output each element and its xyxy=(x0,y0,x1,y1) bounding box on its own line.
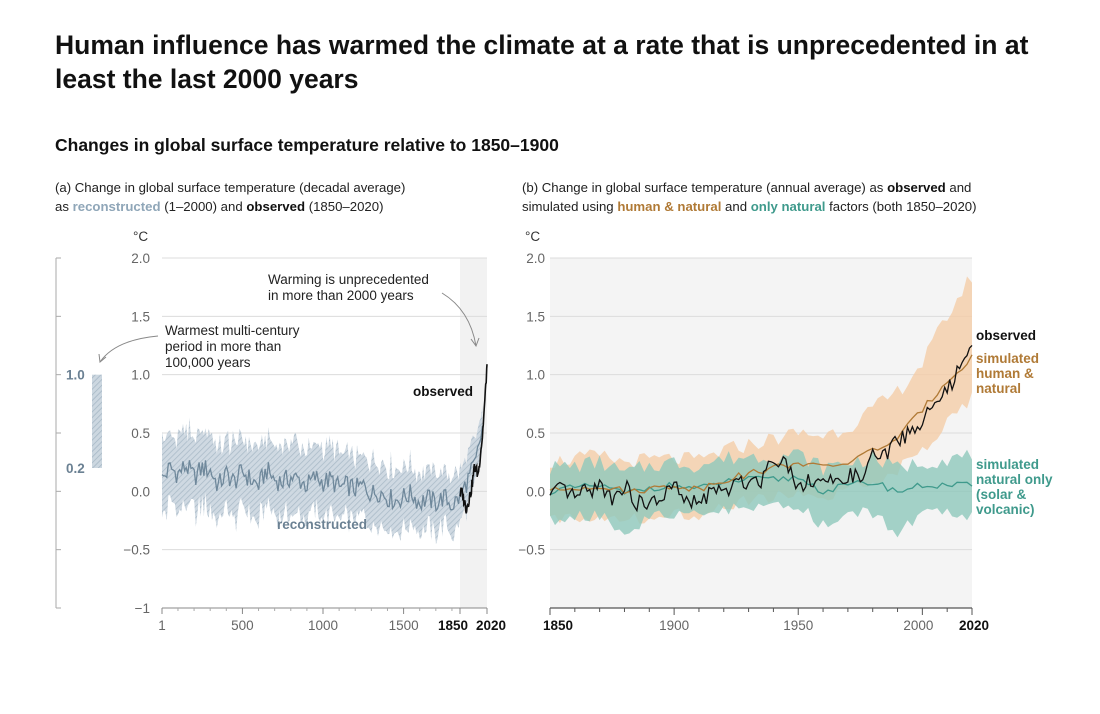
panel-b-desc-and: and xyxy=(949,180,972,195)
panel-b-description: (b) Change in global surface temperature… xyxy=(522,178,1062,216)
panel-b-desc-and2: and xyxy=(725,199,748,214)
human-natural-uncertainty-band xyxy=(550,276,972,524)
panel-a-side-label-top: 1.0 xyxy=(66,368,85,383)
annotation-warmest-arrow xyxy=(99,335,159,363)
panel-a-label-observed: observed xyxy=(413,384,473,399)
panel-a-y-tick-label: 1.5 xyxy=(131,309,150,324)
panel-a-y-tick-label: 1.0 xyxy=(131,368,150,383)
panel-b-y-tick-label: 2.0 xyxy=(526,251,545,266)
panel-b-x-ticks: 1850 1900 1950 2000 2020 xyxy=(543,607,989,633)
panel-b-label-human-2: human & xyxy=(976,366,1034,381)
panel-a-gridlines xyxy=(162,257,487,609)
panel-a-y-ticks: −1 −0.5 0.0 0.5 1.0 1.5 2.0 xyxy=(123,251,150,616)
panel-a-unit: °C xyxy=(133,229,148,244)
panel-b-x-tick-label: 2000 xyxy=(903,618,933,633)
reconstructed-line xyxy=(161,425,484,513)
annotation-warmest-line2: period in more than xyxy=(165,339,281,354)
panel-a-desc-end: (1850–2020) xyxy=(308,199,384,214)
panel-a-side-label-bottom: 0.2 xyxy=(66,461,85,476)
annotation-warmest-line3: 100,000 years xyxy=(165,355,251,370)
panel-a-y-tick-label: 0.0 xyxy=(131,484,150,499)
chart-title: Human influence has warmed the climate a… xyxy=(55,30,1029,94)
panel-b-y-tick-label: 0.5 xyxy=(526,426,545,441)
panel-a-desc-as: as xyxy=(55,199,69,214)
panel-b-x-tick-label: 1850 xyxy=(543,618,573,633)
panel-b-y-ticks: −0.5 0.0 0.5 1.0 1.5 2.0 xyxy=(518,251,545,558)
panel-b-series xyxy=(549,276,973,538)
panel-a-desc-mid: (1–2000) and xyxy=(164,199,243,214)
annotation-warmest-arrowhead xyxy=(98,353,107,363)
panel-b-x-tick-label: 2020 xyxy=(959,618,989,633)
panel-a-y-tick-label: 0.5 xyxy=(131,426,150,441)
panel-b-label-natural-2: natural only xyxy=(976,472,1053,487)
panel-b-unit: °C xyxy=(525,229,540,244)
annotation-warmest-line1: Warmest multi-century xyxy=(165,323,300,338)
panel-b-y-tick-label: 0.0 xyxy=(526,484,545,499)
panel-b-label-natural-4: volcanic) xyxy=(976,502,1035,517)
panel-b-desc-part2: simulated using xyxy=(522,199,614,214)
panel-a-side-range-bar xyxy=(92,374,102,468)
panel-a-x-tick-label: 1 xyxy=(158,618,166,633)
chart-subtitle: Changes in global surface temperature re… xyxy=(55,135,559,155)
panel-a-x-tick-label: 1850 xyxy=(438,618,468,633)
annotation-warming-arrowhead xyxy=(470,337,480,348)
panel-b-label-natural-1: simulated xyxy=(976,457,1039,472)
panel-b-label-observed: observed xyxy=(976,328,1036,343)
natural-only-line xyxy=(549,475,973,496)
panel-b-label-human-3: natural xyxy=(976,381,1021,396)
panel-a-desc-observed: observed xyxy=(246,199,306,214)
panel-a-description: (a) Change in global surface temperature… xyxy=(55,178,495,216)
panel-b-label-natural-3: (solar & xyxy=(976,487,1027,502)
reconstructed-uncertainty-band xyxy=(162,406,483,545)
annotation-warming-arrow xyxy=(441,292,477,347)
panel-b-x-tick-label: 1900 xyxy=(659,618,689,633)
panel-a-desc-line1: (a) Change in global surface temperature… xyxy=(55,180,406,195)
annotation-warming-line2: in more than 2000 years xyxy=(268,288,414,303)
panel-a-x-tick-label: 2020 xyxy=(476,618,506,633)
panel-a-x-ticks: 1 500 1000 1500 1850 2020 xyxy=(158,607,506,633)
panel-a-x-tick-label: 1000 xyxy=(308,618,338,633)
panel-a-desc-reconstructed: reconstructed xyxy=(72,199,161,214)
panel-a-observed-line xyxy=(459,364,488,514)
natural-only-uncertainty-band xyxy=(550,449,972,538)
panel-a-side-scale: 1.0 0.2 xyxy=(55,257,102,609)
panel-a-x-tick-label: 1500 xyxy=(389,618,419,633)
panel-b-observed-line xyxy=(549,344,973,513)
panel-b-x-tick-label: 1950 xyxy=(783,618,813,633)
panel-b-desc-human: human & natural xyxy=(617,199,722,214)
panel-b-y-tick-label: 1.5 xyxy=(526,309,545,324)
panel-a-label-reconstructed: reconstructed xyxy=(277,517,367,532)
annotation-warming-line1: Warming is unprecedented xyxy=(268,272,429,287)
panel-a-y-tick-label: 2.0 xyxy=(131,251,150,266)
panel-b-label-human-1: simulated xyxy=(976,351,1039,366)
panel-a-y-tick-label: −1 xyxy=(135,601,150,616)
panel-b-desc-natural: only natural xyxy=(750,199,826,214)
panel-b-y-tick-label: −0.5 xyxy=(518,543,545,558)
panel-a-series xyxy=(161,364,488,545)
panel-b-desc-end: factors (both 1850–2020) xyxy=(829,199,977,214)
panel-a-x-tick-label: 500 xyxy=(231,618,254,633)
panel-b-desc-observed: observed xyxy=(887,180,946,195)
panel-b-desc-part1: (b) Change in global surface temperature… xyxy=(522,180,884,195)
panel-a-y-tick-label: −0.5 xyxy=(123,543,150,558)
panel-b-y-tick-label: 1.0 xyxy=(526,368,545,383)
